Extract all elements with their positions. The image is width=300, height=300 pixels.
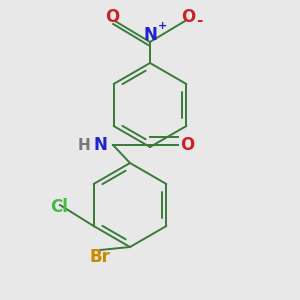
Text: -: - xyxy=(196,13,202,28)
Text: O: O xyxy=(181,8,195,26)
Text: N: N xyxy=(93,136,107,154)
Text: O: O xyxy=(180,136,194,154)
Text: N: N xyxy=(143,26,157,44)
Text: H: H xyxy=(77,137,90,152)
Text: +: + xyxy=(158,21,167,31)
Text: O: O xyxy=(105,8,119,26)
Text: Cl: Cl xyxy=(50,198,68,216)
Text: Br: Br xyxy=(90,248,110,266)
